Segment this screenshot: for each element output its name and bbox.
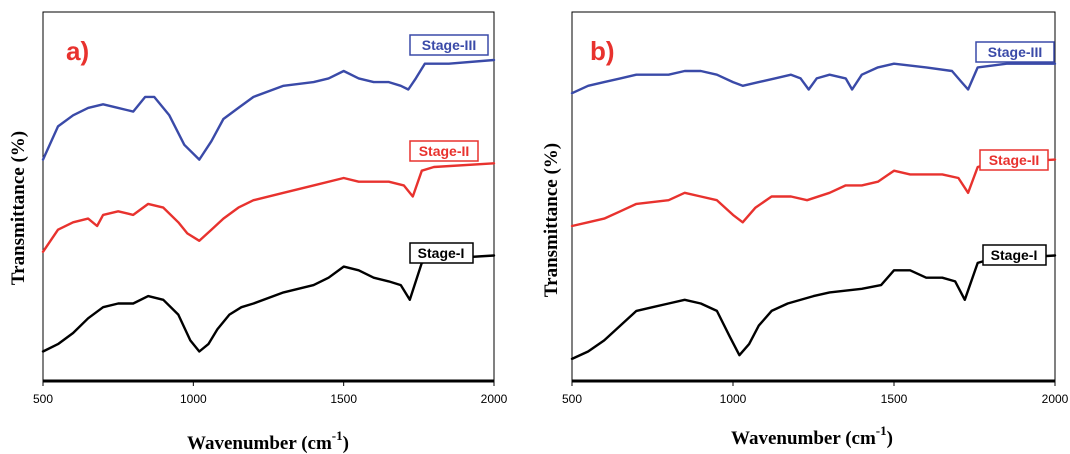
series-line-stage-ii (41, 162, 496, 253)
x-tick-label: 500 (562, 392, 582, 406)
x-tick-label: 1500 (881, 392, 908, 406)
panel-b-y-title: Transmittance (%) (541, 143, 562, 297)
series-line-stage-i (570, 254, 1057, 361)
x-tick-label: 500 (33, 392, 53, 406)
x-tick-label: 1500 (330, 392, 357, 406)
x-tick-label: 1000 (180, 392, 207, 406)
series-line-stage-ii (570, 158, 1057, 228)
panel-b-label: b) (590, 36, 615, 66)
legend-stage-iii-text: Stage-III (988, 44, 1042, 60)
panel-a-x-title: Wavenumber (cm-1) (187, 428, 349, 454)
legend-stage-iii: Stage-III (409, 34, 489, 56)
legend-stage-ii-text: Stage-II (419, 143, 470, 159)
series-line-stage-i (41, 254, 496, 353)
panel-b: b) Stage-III Stage-II Stage-I Wavenumber… (541, 11, 1069, 449)
legend-stage-iii-text: Stage-III (422, 37, 476, 53)
legend-stage-ii-text: Stage-II (989, 152, 1040, 168)
panel-a-label: a) (66, 36, 89, 66)
legend-stage-i: Stage-I (982, 244, 1047, 266)
panel-b-x-title: Wavenumber (cm-1) (731, 423, 893, 449)
legend-stage-i-text: Stage-I (991, 247, 1038, 263)
x-tick-label: 2000 (481, 392, 508, 406)
legend-stage-ii: Stage-II (409, 140, 479, 162)
series-line-stage-iii (570, 62, 1057, 95)
panel-a-y-title: Transmittance (%) (8, 131, 29, 285)
legend-stage-i-text: Stage-I (418, 245, 465, 261)
legend-stage-ii: Stage-II (979, 149, 1049, 171)
series-line-stage-iii (41, 58, 496, 161)
panel-a: a) Stage-III Stage-II Stage-I Wavenumber… (8, 11, 508, 454)
legend-stage-i: Stage-I (409, 242, 474, 264)
x-tick-label: 1000 (720, 392, 747, 406)
legend-stage-iii: Stage-III (975, 41, 1055, 63)
x-tick-label: 2000 (1042, 392, 1069, 406)
